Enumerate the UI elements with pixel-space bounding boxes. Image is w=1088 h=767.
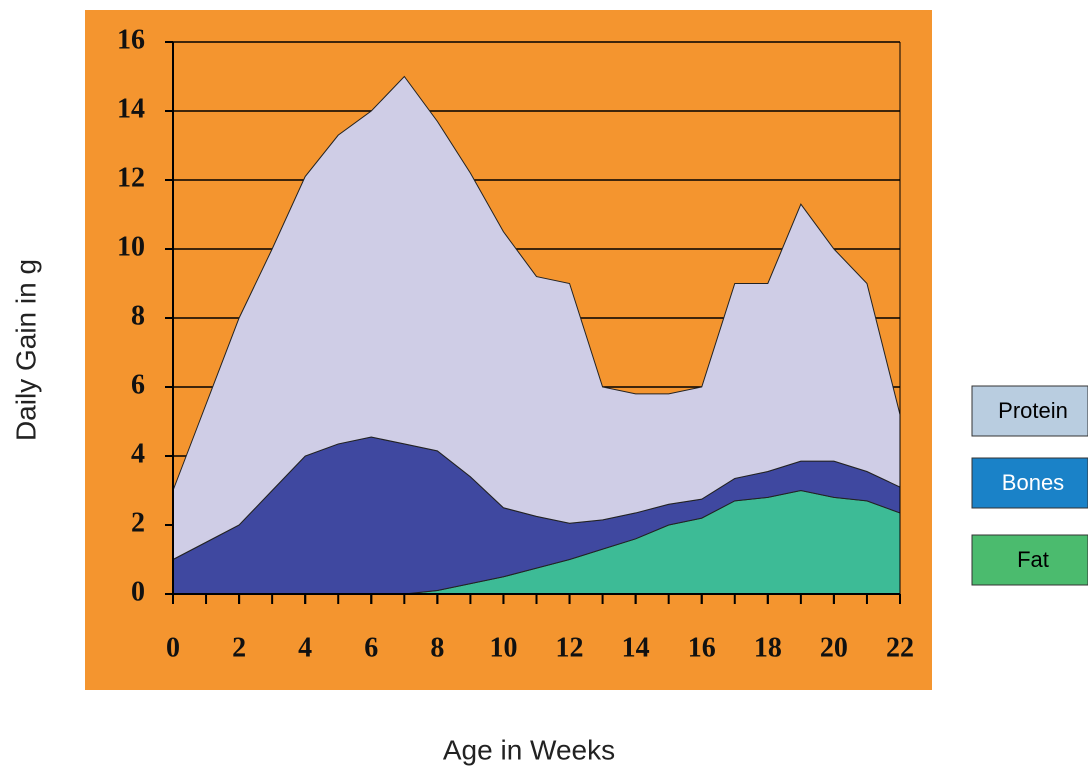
x-tick-label: 2 [232, 632, 246, 663]
x-tick-label: 10 [489, 632, 517, 663]
legend-swatch [971, 457, 1088, 509]
y-tick-label: 0 [131, 576, 145, 607]
legend-label: Fat [1017, 547, 1049, 572]
x-tick-label: 16 [688, 632, 716, 663]
y-tick-label: 4 [131, 438, 145, 469]
x-tick-label: 20 [820, 632, 848, 663]
legend-swatch [971, 385, 1088, 437]
y-axis-label: Daily Gain in g [10, 259, 41, 441]
y-tick-label: 6 [131, 369, 145, 400]
x-tick-label: 4 [298, 632, 312, 663]
x-axis-label: Age in Weeks [443, 734, 615, 765]
legend-swatch [971, 534, 1088, 586]
x-tick-label: 14 [622, 632, 650, 663]
legend-label: Bones [1002, 470, 1064, 495]
y-tick-label: 8 [131, 300, 145, 331]
x-tick-label: 0 [166, 632, 180, 663]
x-tick-label: 12 [556, 632, 584, 663]
y-tick-label: 16 [117, 24, 145, 55]
x-tick-label: 6 [364, 632, 378, 663]
legend-label: Protein [998, 398, 1068, 423]
plot: 0 2 4 6 8 10 12 14 16 0 2 4 6 8 10 12 14 16 18 20 22 Protein B… [85, 10, 1088, 690]
y-tick-label: 2 [131, 507, 145, 538]
y-tick-label: 14 [117, 93, 145, 124]
x-tick-label: 18 [754, 632, 782, 663]
y-tick-label: 12 [117, 162, 145, 193]
x-tick-label: 22 [886, 632, 914, 663]
x-tick-label: 8 [430, 632, 444, 663]
y-tick-label: 10 [117, 231, 145, 262]
